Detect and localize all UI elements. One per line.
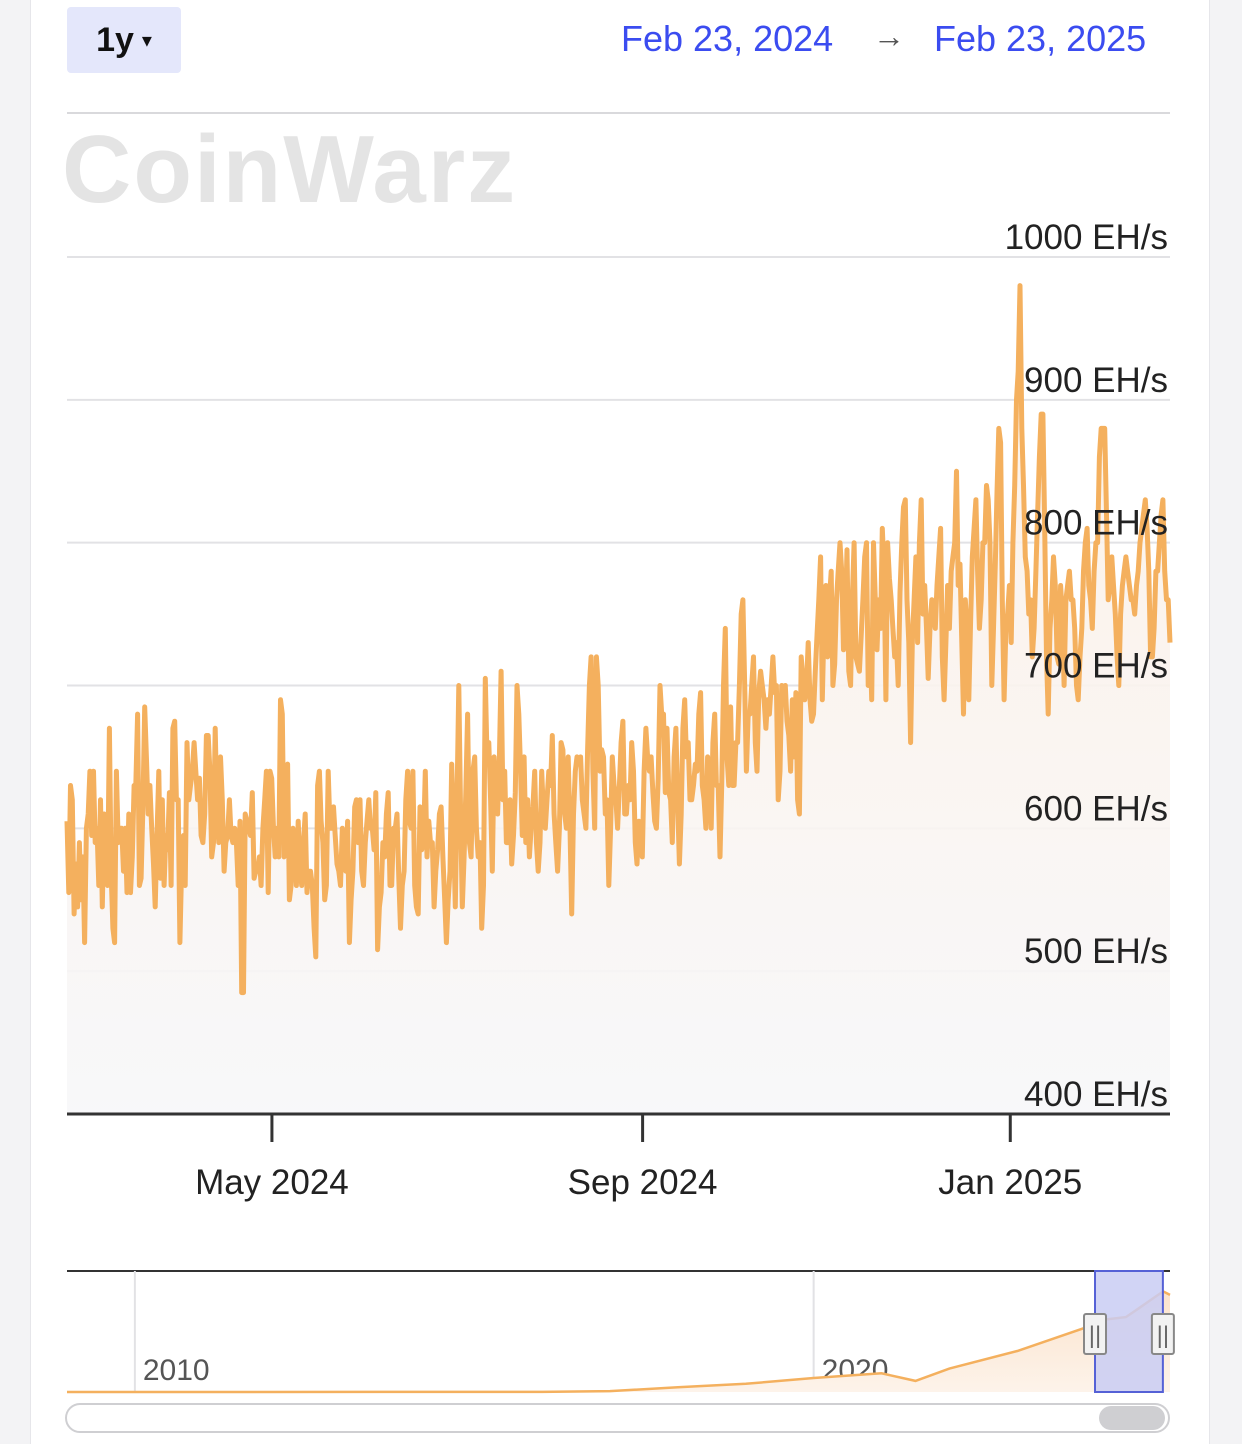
svg-text:||: ||	[1157, 1322, 1169, 1349]
range-label: 1y	[96, 20, 134, 59]
navigator-grid: 2010 2020	[133, 1271, 888, 1392]
y-tick-label: 900 EH/s	[1024, 361, 1168, 400]
x-tick-label: Jan 2025	[938, 1163, 1082, 1202]
chevron-down-icon: ▾	[141, 29, 152, 52]
x-axis: May 2024 Sep 2024 Jan 2025	[195, 1114, 1082, 1202]
navigator-handle-right[interactable]: ||	[1150, 1313, 1175, 1355]
y-tick-label: 400 EH/s	[1024, 1075, 1168, 1114]
arrow-right-icon: →	[873, 18, 905, 54]
series-line	[64, 283, 1173, 996]
scrollbar-track[interactable]	[65, 1403, 1170, 1433]
y-tick-label: 700 EH/s	[1024, 647, 1168, 686]
svg-text:||: ||	[1089, 1322, 1101, 1349]
series-area	[67, 285, 1170, 1115]
navigator-year-label: 2010	[143, 1354, 210, 1387]
x-tick-label: Sep 2024	[568, 1163, 718, 1202]
coinwarz-watermark-logo: CoinWarz	[62, 116, 517, 223]
y-axis: 1000 EH/s 900 EH/s 800 EH/s 700 EH/s 600 EH/…	[1005, 218, 1168, 1114]
y-tick-label: 800 EH/s	[1024, 504, 1168, 543]
navigator-area	[67, 1291, 1170, 1392]
end-date-link[interactable]: Feb 23, 2025	[934, 18, 1147, 59]
y-tick-label: 500 EH/s	[1024, 932, 1168, 971]
range-selector-button[interactable]: 1y ▾	[67, 7, 181, 73]
y-tick-label: 600 EH/s	[1024, 789, 1168, 828]
x-tick-label: May 2024	[195, 1163, 349, 1202]
start-date-link[interactable]: Feb 23, 2024	[621, 18, 834, 59]
navigator-handle-left[interactable]: ||	[1083, 1313, 1108, 1355]
y-tick-label: 1000 EH/s	[1005, 218, 1168, 257]
scrollbar-thumb[interactable]	[1099, 1406, 1165, 1430]
navigator[interactable]: 2010 2020 || ||	[66, 1270, 1175, 1394]
